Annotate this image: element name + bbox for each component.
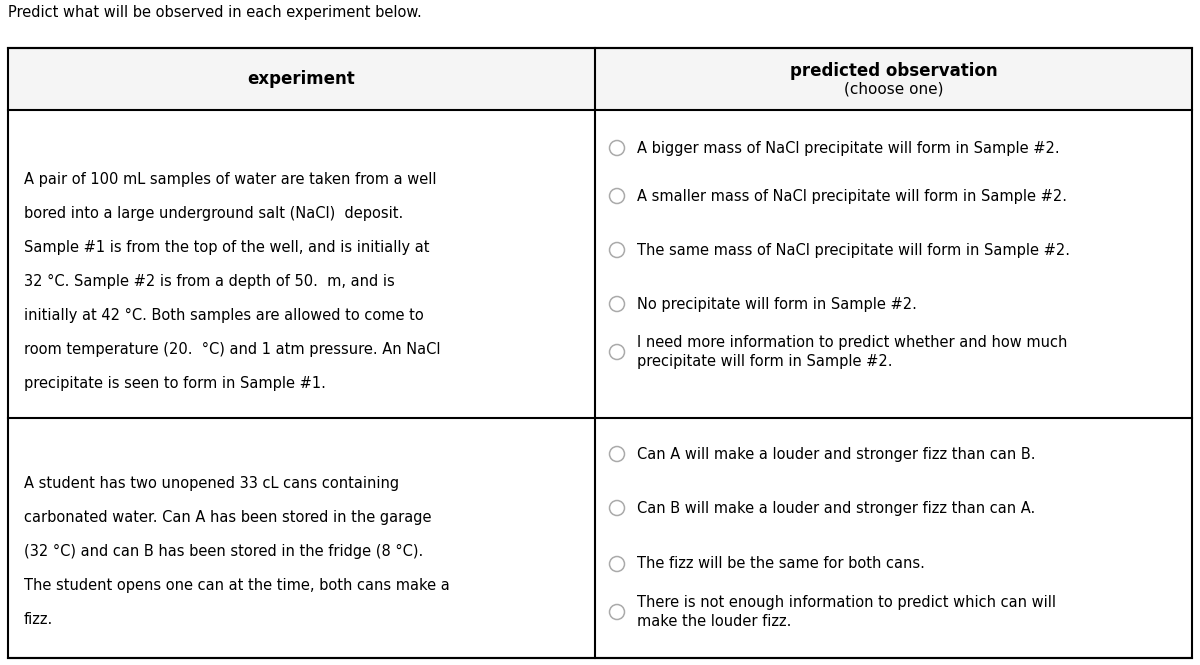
Text: Predict what will be observed in each experiment below.: Predict what will be observed in each ex… [8,5,421,20]
Circle shape [610,297,624,311]
Text: predicted observation: predicted observation [790,62,997,80]
Circle shape [610,446,624,462]
Text: A student has two unopened 33 cL cans containing: A student has two unopened 33 cL cans co… [24,476,400,491]
Text: room temperature (20.  °C) and 1 atm pressure. An NaCl: room temperature (20. °C) and 1 atm pres… [24,342,440,357]
Text: (choose one): (choose one) [844,82,943,96]
Text: The student opens one can at the time, both cans make a: The student opens one can at the time, b… [24,578,450,593]
Text: A pair of 100 mL samples of water are taken from a well: A pair of 100 mL samples of water are ta… [24,172,437,187]
Text: A smaller mass of NaCl precipitate will form in Sample #2.: A smaller mass of NaCl precipitate will … [637,188,1067,203]
Text: The fizz will be the same for both cans.: The fizz will be the same for both cans. [637,557,925,571]
Text: The same mass of NaCl precipitate will form in Sample #2.: The same mass of NaCl precipitate will f… [637,243,1070,257]
Circle shape [610,501,624,515]
Circle shape [610,344,624,360]
Text: bored into a large underground salt (NaCl)  deposit.: bored into a large underground salt (NaC… [24,206,403,221]
Text: I need more information to predict whether and how much
precipitate will form in: I need more information to predict wheth… [637,335,1067,369]
Circle shape [610,604,624,620]
Text: 32 °C. Sample #2 is from a depth of 50.  m, and is: 32 °C. Sample #2 is from a depth of 50. … [24,274,395,289]
Text: carbonated water. Can A has been stored in the garage: carbonated water. Can A has been stored … [24,510,432,525]
Circle shape [610,140,624,156]
Text: experiment: experiment [247,70,355,88]
Text: (32 °C) and can B has been stored in the fridge (8 °C).: (32 °C) and can B has been stored in the… [24,544,424,559]
Text: fizz.: fizz. [24,612,53,627]
Bar [8,48,1192,110]
Text: initially at 42 °C. Both samples are allowed to come to: initially at 42 °C. Both samples are all… [24,308,424,323]
Text: Can A will make a louder and stronger fizz than can B.: Can A will make a louder and stronger fi… [637,446,1036,462]
Text: Sample #1 is from the top of the well, and is initially at: Sample #1 is from the top of the well, a… [24,240,430,255]
Circle shape [610,243,624,257]
Circle shape [610,557,624,571]
Text: precipitate is seen to form in Sample #1.: precipitate is seen to form in Sample #1… [24,376,326,391]
Text: No precipitate will form in Sample #2.: No precipitate will form in Sample #2. [637,297,917,311]
Circle shape [610,188,624,203]
Text: A bigger mass of NaCl precipitate will form in Sample #2.: A bigger mass of NaCl precipitate will f… [637,140,1060,156]
Text: Can B will make a louder and stronger fizz than can A.: Can B will make a louder and stronger fi… [637,501,1036,515]
Text: There is not enough information to predict which can will
make the louder fizz.: There is not enough information to predi… [637,595,1056,629]
